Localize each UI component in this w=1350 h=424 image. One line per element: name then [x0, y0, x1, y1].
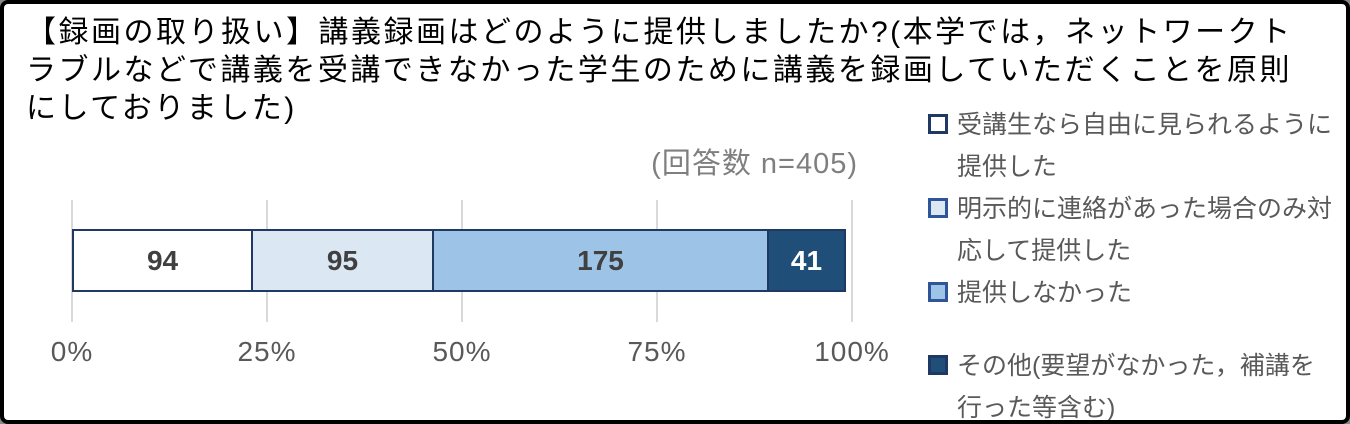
plot-area: 94 95 175 41	[71, 200, 853, 322]
legend-item: 受講生なら自由に見られるように提供した	[926, 104, 1338, 188]
bar-segment: 41	[767, 229, 846, 292]
x-tick-label: 75%	[627, 336, 687, 367]
x-tick-label: 100%	[814, 336, 890, 367]
stacked-bar: 94 95 175 41	[72, 229, 852, 292]
bar-segment: 94	[72, 229, 254, 292]
segment-value-label: 94	[146, 244, 179, 276]
chart-title: 【録画の取り扱い】講義録画はどのように提供しましたか?(本学では，ネットワークト…	[26, 16, 1293, 125]
legend-swatch-icon	[928, 282, 948, 302]
x-tick-label: 25%	[237, 336, 297, 367]
legend-item-label: 受講生なら自由に見られるように提供した	[957, 111, 1333, 181]
legend-item: 明示的に連絡があった場合のみ対応して提供した	[926, 188, 1338, 272]
segment-value-label: 95	[326, 244, 359, 276]
x-tick-label: 50%	[432, 336, 492, 367]
segment-value-label: 175	[577, 244, 624, 276]
legend-item-label: その他(要望がなかった，補講を行った等含む)	[957, 352, 1315, 422]
legend-item-label: 明示的に連絡があった場合のみ対応して提供した	[957, 195, 1333, 265]
legend-swatch-icon	[928, 114, 948, 134]
response-count-label: (回答数 n=405)	[651, 148, 858, 180]
legend-swatch-icon	[928, 198, 948, 218]
bar-segment: 175	[431, 229, 770, 292]
legend-swatch-icon	[928, 355, 948, 375]
legend-item-label: 提供しなかった	[957, 279, 1133, 307]
bar-segment: 95	[251, 229, 434, 292]
segment-value-label: 41	[790, 244, 823, 276]
x-tick-label: 0%	[50, 336, 94, 367]
legend-item: 提供しなかった	[926, 272, 1338, 314]
legend: 受講生なら自由に見られるように提供した 明示的に連絡があった場合のみ対応して提供…	[926, 104, 1338, 422]
x-axis: 0% 25% 50% 75% 100%	[4, 336, 1346, 376]
gridline-100pct	[851, 200, 853, 322]
legend-item: その他(要望がなかった，補講を行った等含む)	[926, 345, 1338, 422]
